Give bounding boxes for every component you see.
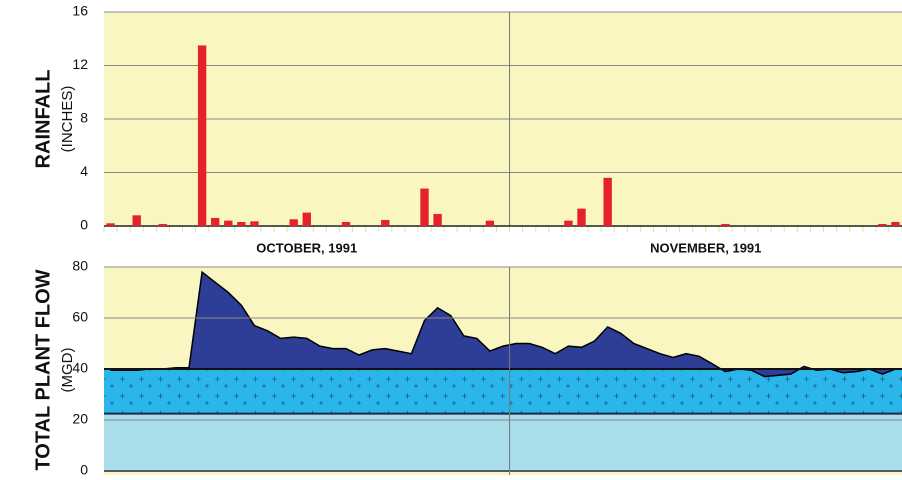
bar: [381, 219, 390, 226]
bar: [158, 223, 168, 226]
month-label: NOVEMBER, 1991: [650, 240, 761, 255]
y-tick-label: 12: [72, 56, 88, 72]
bar: [603, 177, 612, 226]
bar: [211, 217, 220, 226]
y-tick-label: 8: [80, 110, 88, 126]
y-tick-label: 40: [72, 360, 88, 376]
y-axis-title: TOTAL PLANT FLOW: [32, 269, 54, 470]
month-label: OCTOBER, 1991: [256, 240, 357, 255]
bar: [197, 45, 207, 226]
band: [104, 413, 902, 471]
bar: [302, 212, 311, 226]
flow-area-fill: [104, 272, 902, 377]
y-tick-label: 16: [72, 3, 88, 19]
bar: [420, 188, 429, 226]
bar: [106, 223, 115, 226]
y-axis-subtitle: (INCHES): [59, 86, 76, 153]
y-tick-label: 0: [80, 462, 88, 475]
y-tick-label: 60: [72, 309, 88, 325]
bar: [237, 221, 246, 226]
bar: [564, 220, 573, 226]
bar: [891, 221, 900, 226]
y-tick-label: 4: [80, 163, 88, 179]
bar: [250, 221, 259, 226]
rainfall-panel: 0 4 8 12 16 OCTOBER, 1991 NOVEMBER, 1991: [72, 3, 902, 255]
bar: [721, 223, 730, 226]
bar: [224, 220, 233, 226]
flow-panel: 0 20 40 60 80: [72, 258, 902, 478]
y-axis-subtitle: (MGD): [59, 348, 76, 393]
bar: [878, 223, 887, 226]
y-axis-title: RAINFALL: [32, 70, 54, 169]
bar: [433, 213, 442, 226]
bar: [485, 220, 495, 226]
y-tick-label: 20: [72, 411, 88, 427]
bar: [577, 208, 586, 226]
bar: [341, 221, 351, 226]
y-tick-label: 80: [72, 258, 88, 274]
flow-line: [110, 270, 896, 378]
y-tick-label: 0: [80, 217, 88, 233]
bar: [289, 219, 298, 226]
bar: [132, 215, 141, 226]
